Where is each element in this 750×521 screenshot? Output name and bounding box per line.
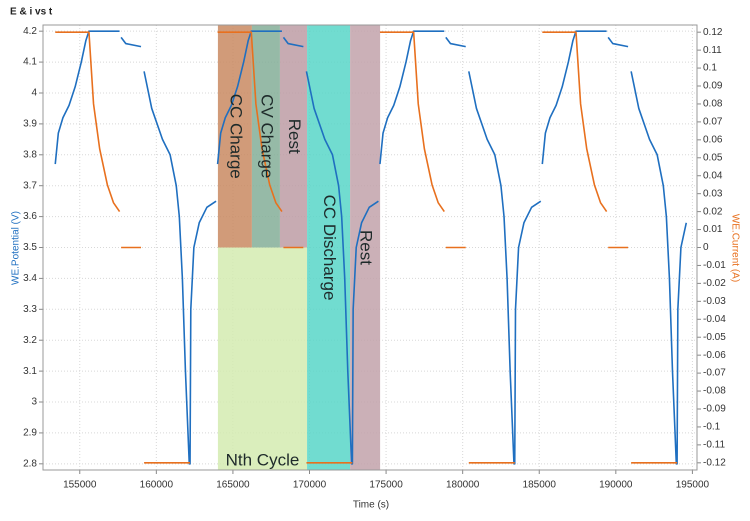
y-tick-label: 3.3 — [23, 304, 37, 315]
y2-tick-label: 0.12 — [703, 27, 723, 38]
y2-tick-label: 0 — [703, 242, 709, 253]
chart-title: E & i vs t — [10, 7, 53, 18]
region-label: Nth Cycle — [226, 450, 300, 469]
y-tick-label: 2.9 — [23, 428, 37, 439]
y2-tick-label: -0.02 — [703, 278, 726, 289]
y2-tick-label: 0.09 — [703, 81, 723, 92]
region-label: CV Charge — [257, 94, 276, 178]
y2-tick-label: 0.01 — [703, 224, 723, 235]
y-tick-label: 3.8 — [23, 149, 37, 160]
y2-tick-label: -0.09 — [703, 404, 726, 415]
series-line — [54, 30, 688, 465]
phase-region — [251, 25, 280, 248]
y-tick-label: 3.4 — [23, 273, 37, 284]
y2-tick-label: 0.11 — [703, 45, 722, 56]
y2-tick-label: -0.06 — [703, 350, 726, 361]
y2-tick-label: 0.03 — [703, 188, 723, 199]
x-tick-label: 190000 — [599, 480, 633, 491]
phase-region — [350, 25, 381, 470]
y-tick-label: 2.8 — [23, 458, 37, 469]
y2-tick-label: -0.05 — [703, 332, 726, 343]
phase-region — [217, 247, 308, 470]
y2-axis-title: WE.Current (A) — [729, 214, 740, 282]
y2-tick-label: -0.08 — [703, 386, 726, 397]
y2-tick-label: 0.07 — [703, 117, 723, 128]
y-tick-label: 3.2 — [23, 335, 37, 346]
y2-tick-label: 0.08 — [703, 99, 723, 110]
x-tick-label: 185000 — [523, 480, 557, 491]
y-tick-label: 4 — [31, 88, 37, 99]
y-tick-label: 3.7 — [23, 180, 37, 191]
y2-tick-label: -0.01 — [703, 260, 726, 271]
region-label: CC Discharge — [320, 195, 339, 301]
y-tick-label: 3.6 — [23, 211, 37, 222]
y-tick-label: 3.5 — [23, 242, 37, 253]
y-tick-label: 3.1 — [23, 366, 37, 377]
y2-tick-label: -0.03 — [703, 296, 726, 307]
x-tick-label: 155000 — [63, 480, 97, 491]
y2-tick-label: -0.07 — [703, 368, 726, 379]
y2-tick-label: -0.12 — [703, 457, 726, 468]
x-tick-label: 160000 — [140, 480, 174, 491]
y2-tick-label: -0.1 — [703, 422, 721, 433]
x-tick-label: 165000 — [216, 480, 250, 491]
plot-frame — [42, 24, 698, 471]
x-tick-label: 175000 — [369, 480, 403, 491]
phase-region — [279, 25, 308, 248]
y2-tick-label: 0.05 — [703, 152, 723, 163]
y-tick-label: 4.1 — [23, 57, 37, 68]
y-tick-label: 4.2 — [23, 26, 37, 37]
y-tick-label: 3 — [31, 397, 37, 408]
x-tick-label: 170000 — [293, 480, 327, 491]
y2-tick-label: 0.04 — [703, 170, 723, 181]
y2-tick-label: -0.11 — [703, 440, 725, 451]
region-label: CC Charge — [226, 94, 245, 179]
x-tick-label: 195000 — [676, 480, 710, 491]
region-label: Rest — [285, 119, 304, 154]
y2-tick-label: 0.1 — [703, 63, 717, 74]
y2-tick-label: 0.06 — [703, 134, 723, 145]
y-tick-label: 3.9 — [23, 119, 37, 130]
y-axis-title: WE.Potential (V) — [11, 211, 22, 285]
region-label: Rest — [357, 230, 376, 265]
y2-tick-label: -0.04 — [703, 314, 726, 325]
series-line — [55, 31, 678, 464]
y2-tick-label: 0.02 — [703, 206, 723, 217]
x-axis-title: Time (s) — [353, 500, 389, 511]
phase-region — [217, 25, 252, 248]
x-tick-label: 180000 — [446, 480, 480, 491]
